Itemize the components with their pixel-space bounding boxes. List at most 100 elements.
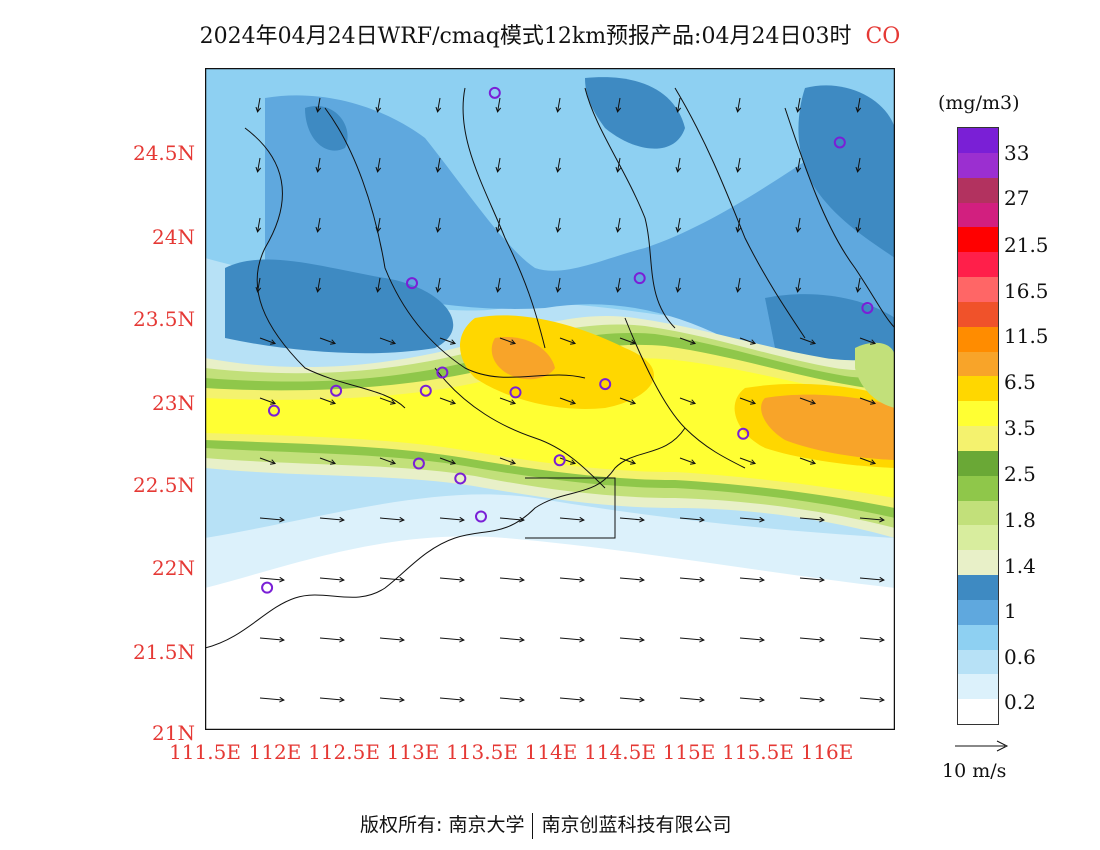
lat-tick: 23N: [152, 391, 195, 415]
station-marker: [488, 86, 501, 99]
wind-arrow: [799, 517, 824, 521]
field-1-ne: [798, 85, 895, 258]
wind-arrow-head: [339, 636, 345, 643]
wind-arrow-head: [579, 636, 585, 643]
wind-arrow: [499, 517, 524, 521]
wind-arrow: [257, 277, 261, 292]
wind-arrow: [799, 577, 824, 581]
station-marker: [861, 301, 874, 314]
field-6.5-core: [491, 337, 555, 380]
wind-arrow-head: [879, 516, 885, 523]
legend-label: 1.4: [1004, 554, 1036, 578]
legend-label: 0.6: [1004, 645, 1036, 669]
wind-arrow-head: [690, 459, 697, 465]
wind-arrow-head: [879, 696, 885, 703]
wind-arrow: [557, 277, 561, 292]
field-1-north2: [585, 77, 685, 149]
wind-arrow: [319, 397, 336, 404]
legend-color-cell: [958, 301, 998, 328]
wind-arrow: [559, 457, 576, 464]
legend-color-cell: [958, 128, 998, 154]
wind-arrow: [379, 397, 396, 404]
wind-arrow: [259, 637, 284, 641]
wind-arrow: [737, 157, 741, 172]
wind-arrow-head: [399, 696, 405, 703]
wind-arrow: [739, 517, 764, 521]
wind-arrow-head: [615, 166, 622, 173]
wind-arrow: [737, 217, 741, 232]
wind-arrow: [739, 577, 764, 581]
wind-arrow-head: [735, 226, 742, 233]
station-marker: [599, 378, 612, 391]
wind-arrow: [439, 397, 456, 404]
wind-arrow-head: [459, 636, 465, 643]
title-main: 2024年04月24日WRF/cmaq模式12km预报产品:04月24日03时: [199, 24, 852, 49]
wind-arrow-head: [795, 286, 802, 293]
wind-arrow-head: [795, 106, 802, 113]
wind-arrow-head: [630, 459, 637, 465]
station-marker: [509, 386, 522, 399]
wind-arrow-head: [390, 339, 397, 345]
wind-arrow: [439, 517, 464, 521]
wind-arrow-head: [675, 106, 682, 113]
wind-arrow: [499, 637, 524, 641]
wind-arrow-head: [675, 166, 682, 173]
color-legend: [957, 127, 999, 725]
wind-arrow: [557, 217, 561, 232]
wind-arrow: [497, 157, 501, 172]
station-marker: [454, 472, 467, 485]
coastline: [205, 427, 686, 649]
wind-arrow: [439, 337, 456, 344]
boundary-3: [462, 87, 546, 349]
legend-color-cell: [958, 674, 998, 700]
wind-arrow: [257, 97, 261, 112]
wind-arrow-head: [390, 459, 397, 465]
lon-tick: 115E: [662, 740, 716, 764]
legend-label: 0.2: [1004, 690, 1036, 714]
legend-color-cell: [958, 401, 998, 427]
station-marker: [412, 457, 425, 470]
wind-arrow: [799, 397, 816, 404]
wind-arrow-head: [339, 696, 345, 703]
wind-arrow-head: [699, 636, 705, 643]
wind-arrow: [799, 697, 824, 701]
wind-arrow-head: [375, 286, 382, 293]
wind-arrow-head: [390, 399, 397, 405]
wind-arrow: [497, 97, 501, 112]
wind-arrow-head: [819, 516, 825, 523]
page-title: 2024年04月24日WRF/cmaq模式12km预报产品:04月24日03时 C…: [0, 18, 1100, 50]
wind-arrow-head: [639, 636, 645, 643]
wind-arrow-head: [630, 399, 637, 405]
wind-arrow: [739, 637, 764, 641]
wind-arrow: [857, 217, 861, 232]
wind-arrow-head: [870, 459, 877, 465]
wind-arrow-head: [279, 636, 285, 643]
wind-arrow: [379, 517, 404, 521]
station-marker: [419, 384, 432, 397]
wind-arrow: [259, 457, 276, 464]
wind-arrow: [739, 697, 764, 701]
wind-arrow: [319, 337, 336, 344]
legend-label: 6.5: [1004, 370, 1036, 394]
wind-arrow-head: [375, 166, 382, 173]
wind-arrow: [679, 637, 704, 641]
legend-label: 33: [1004, 141, 1030, 165]
legend-color-cell: [958, 599, 998, 626]
wind-arrow: [797, 277, 801, 292]
wind-arrow: [439, 697, 464, 701]
wind-arrow: [799, 457, 816, 464]
wind-arrow-head: [495, 226, 502, 233]
legend-label: 1: [1004, 599, 1017, 623]
wind-arrow: [739, 457, 756, 464]
wind-arrow: [499, 697, 524, 701]
wind-arrow: [259, 337, 276, 344]
map-frame: [205, 68, 895, 730]
legend-color-cell: [958, 426, 998, 452]
wind-arrow: [319, 697, 344, 701]
wind-arrow: [379, 697, 404, 701]
lon-tick: 111.5E: [169, 740, 241, 764]
boundary-6: [784, 107, 895, 329]
wind-arrow-head: [519, 516, 525, 523]
wind-arrow: [259, 577, 284, 581]
wind-arrow-head: [330, 459, 337, 465]
